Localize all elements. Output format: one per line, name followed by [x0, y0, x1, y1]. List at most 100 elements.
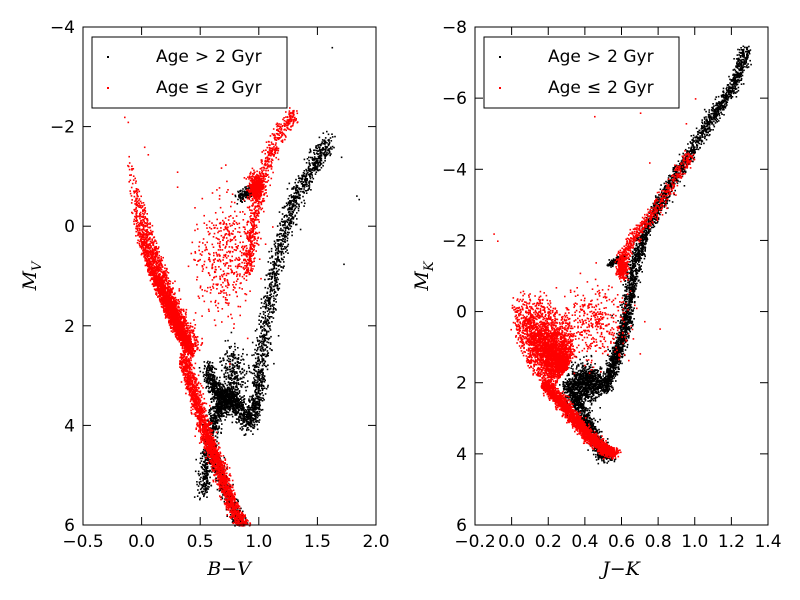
data-point [261, 397, 263, 399]
data-point [235, 407, 238, 410]
data-point [212, 373, 215, 376]
data-point [286, 234, 289, 236]
data-point [305, 168, 307, 171]
data-point [326, 151, 328, 154]
data-point [223, 456, 226, 459]
data-point [274, 242, 277, 244]
data-point [205, 451, 208, 453]
data-point [268, 316, 270, 318]
data-point [269, 343, 272, 345]
data-point [314, 165, 317, 167]
data-point [297, 175, 300, 177]
data-point [261, 347, 263, 350]
data-point [231, 518, 233, 520]
data-point [292, 222, 295, 225]
data-point [247, 416, 250, 419]
data-point [247, 413, 249, 415]
data-point [269, 289, 272, 291]
data-point [266, 295, 269, 297]
data-point [250, 430, 252, 432]
data-point [248, 410, 251, 413]
data-point [225, 397, 227, 399]
data-point [296, 212, 298, 214]
data-point [205, 373, 207, 376]
data-point [234, 348, 237, 351]
data-point [209, 377, 212, 379]
data-point [270, 311, 273, 313]
data-point [264, 348, 267, 350]
data-point [288, 182, 291, 185]
data-point [203, 478, 206, 480]
data-point [254, 397, 257, 400]
data-point [228, 408, 230, 411]
data-point [307, 166, 310, 169]
data-point [254, 401, 257, 403]
data-point [210, 383, 213, 386]
data-point [263, 333, 265, 336]
data-point [249, 416, 252, 418]
data-point [205, 381, 208, 384]
data-point [229, 486, 231, 488]
data-point [308, 186, 311, 188]
data-point [204, 478, 207, 480]
data-point [316, 147, 318, 150]
data-point [230, 331, 233, 334]
data-point [243, 425, 245, 427]
data-point [229, 513, 232, 516]
data-point [325, 147, 327, 150]
data-point [205, 470, 208, 473]
data-point [225, 363, 227, 365]
data-point [262, 397, 265, 400]
data-point [197, 472, 200, 475]
data-point [259, 385, 261, 387]
data-point [275, 263, 277, 265]
data-point [241, 408, 244, 411]
data-point [213, 400, 215, 402]
data-point [226, 359, 229, 362]
data-point [258, 358, 260, 361]
data-point [308, 170, 311, 172]
data-point [235, 396, 238, 398]
data-point [247, 194, 249, 197]
data-point [211, 368, 213, 370]
data-point [261, 336, 263, 338]
data-point [298, 177, 300, 179]
data-point [276, 260, 278, 263]
data-point [260, 321, 262, 323]
data-point [261, 400, 264, 402]
data-point [284, 227, 287, 230]
data-point [292, 211, 294, 213]
data-point [222, 357, 224, 360]
data-point [212, 398, 215, 401]
data-point [211, 379, 213, 382]
data-point [236, 386, 238, 389]
data-point [262, 387, 264, 390]
data-point [320, 151, 322, 154]
data-point [196, 483, 198, 486]
data-point [289, 202, 291, 205]
data-point [250, 195, 253, 198]
data-point [220, 428, 223, 430]
data-point [241, 404, 243, 407]
data-point [207, 365, 210, 368]
data-point [210, 419, 213, 421]
data-point [199, 488, 202, 491]
data-point [199, 478, 201, 480]
data-point [229, 347, 231, 349]
data-point [251, 397, 254, 399]
data-point [220, 487, 223, 489]
data-point [264, 318, 267, 320]
data-point [254, 381, 256, 384]
data-point [203, 494, 205, 497]
data-point [294, 197, 297, 199]
data-point [282, 266, 284, 269]
data-point [203, 367, 206, 370]
data-point [273, 266, 276, 269]
data-point [205, 453, 208, 455]
data-point [213, 392, 216, 394]
data-point [212, 424, 214, 427]
data-point [294, 191, 297, 194]
data-point [253, 425, 255, 427]
data-point [228, 366, 231, 368]
data-point [263, 378, 266, 381]
